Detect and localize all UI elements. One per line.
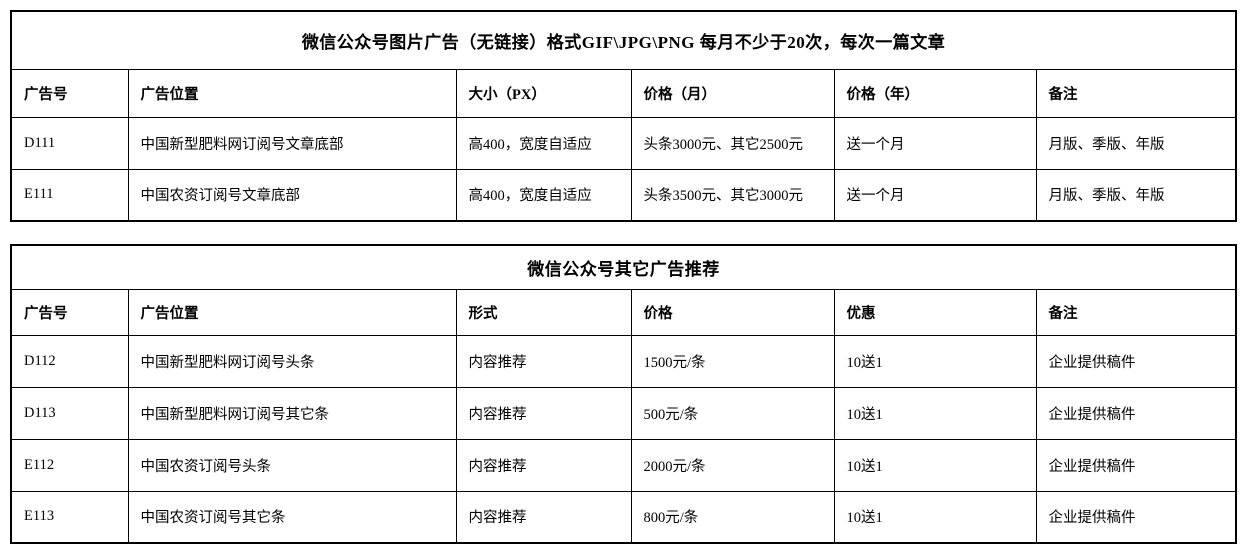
column-header: 备注 <box>1035 68 1237 118</box>
table-cell: 10送1 <box>833 386 1037 440</box>
table-row: E113 中国农资订阅号其它条 内容推荐 800元/条 10送1 企业提供稿件 <box>10 490 1237 544</box>
table-cell: 高400，宽度自适应 <box>455 116 632 170</box>
table-cell: E112 <box>10 438 129 492</box>
table-title: 微信公众号其它广告推荐 <box>10 244 1237 290</box>
table-cell: 800元/条 <box>630 490 835 544</box>
table-cell: D112 <box>10 334 129 388</box>
table-cell: 中国新型肥料网订阅号文章底部 <box>127 116 457 170</box>
table-cell: 中国新型肥料网订阅号其它条 <box>127 386 457 440</box>
column-header: 形式 <box>455 288 632 336</box>
table-cell: E111 <box>10 168 129 222</box>
table-cell: 内容推荐 <box>455 334 632 388</box>
column-header: 广告号 <box>10 288 129 336</box>
table-row: E112 中国农资订阅号头条 内容推荐 2000元/条 10送1 企业提供稿件 <box>10 438 1237 492</box>
table-cell: 送一个月 <box>833 168 1037 222</box>
table-cell: 1500元/条 <box>630 334 835 388</box>
table-cell: 月版、季版、年版 <box>1035 116 1237 170</box>
table-wechat-image-ads: 微信公众号图片广告（无链接）格式GIF\JPG\PNG 每月不少于20次，每次一… <box>10 10 1238 222</box>
column-header: 广告位置 <box>127 288 457 336</box>
table-cell: 企业提供稿件 <box>1035 490 1237 544</box>
table-cell: D113 <box>10 386 129 440</box>
table-cell: 2000元/条 <box>630 438 835 492</box>
table-cell: D111 <box>10 116 129 170</box>
table-cell: 内容推荐 <box>455 386 632 440</box>
column-header: 备注 <box>1035 288 1237 336</box>
table-cell: 内容推荐 <box>455 490 632 544</box>
table-cell: 月版、季版、年版 <box>1035 168 1237 222</box>
table-title-row: 微信公众号其它广告推荐 <box>10 244 1237 290</box>
table-cell: 中国农资订阅号头条 <box>127 438 457 492</box>
table-cell: 头条3500元、其它3000元 <box>630 168 835 222</box>
table-cell: 企业提供稿件 <box>1035 438 1237 492</box>
table-row: D113 中国新型肥料网订阅号其它条 内容推荐 500元/条 10送1 企业提供稿件 <box>10 386 1237 440</box>
table-title-row: 微信公众号图片广告（无链接）格式GIF\JPG\PNG 每月不少于20次，每次一… <box>10 10 1237 70</box>
table-title: 微信公众号图片广告（无链接）格式GIF\JPG\PNG 每月不少于20次，每次一… <box>10 10 1237 70</box>
column-header: 大小（PX） <box>455 68 632 118</box>
table-cell: E113 <box>10 490 129 544</box>
table-header-row: 广告号 广告位置 形式 价格 优惠 备注 <box>10 288 1237 336</box>
table-row: D111 中国新型肥料网订阅号文章底部 高400，宽度自适应 头条3000元、其它25… <box>10 116 1237 170</box>
table-cell: 10送1 <box>833 438 1037 492</box>
column-header: 广告位置 <box>127 68 457 118</box>
table-row: D112 中国新型肥料网订阅号头条 内容推荐 1500元/条 10送1 企业提供稿件 <box>10 334 1237 388</box>
table-wechat-other-ads: 微信公众号其它广告推荐 广告号 广告位置 形式 价格 优惠 备注 D112 中国新型肥料网订阅号… <box>10 244 1238 544</box>
table-cell: 中国农资订阅号文章底部 <box>127 168 457 222</box>
column-header: 广告号 <box>10 68 129 118</box>
table-header-row: 广告号 广告位置 大小（PX） 价格（月） 价格（年） 备注 <box>10 68 1237 118</box>
table-cell: 企业提供稿件 <box>1035 386 1237 440</box>
table-cell: 10送1 <box>833 334 1037 388</box>
table-cell: 中国农资订阅号其它条 <box>127 490 457 544</box>
column-header: 价格（年） <box>833 68 1037 118</box>
column-header: 价格 <box>630 288 835 336</box>
column-header: 优惠 <box>833 288 1037 336</box>
column-header: 价格（月） <box>630 68 835 118</box>
table-cell: 中国新型肥料网订阅号头条 <box>127 334 457 388</box>
table-row: E111 中国农资订阅号文章底部 高400，宽度自适应 头条3500元、其它3000元… <box>10 168 1237 222</box>
table-cell: 内容推荐 <box>455 438 632 492</box>
table-cell: 头条3000元、其它2500元 <box>630 116 835 170</box>
table-cell: 送一个月 <box>833 116 1037 170</box>
table-cell: 高400，宽度自适应 <box>455 168 632 222</box>
table-cell: 500元/条 <box>630 386 835 440</box>
table-cell: 10送1 <box>833 490 1037 544</box>
table-cell: 企业提供稿件 <box>1035 334 1237 388</box>
